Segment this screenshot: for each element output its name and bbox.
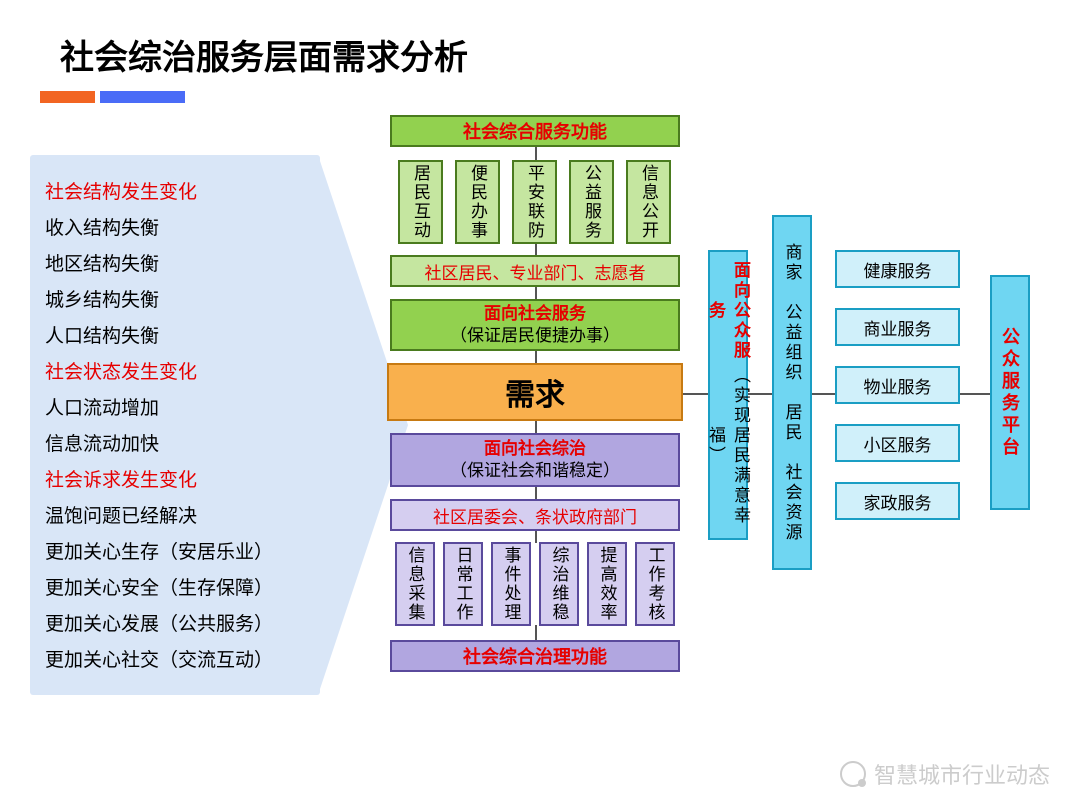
connector <box>535 287 537 299</box>
mid-top-l1: 面向社会服务 <box>484 303 586 325</box>
left-item: 更加关心生存（安居乐业） <box>45 535 273 571</box>
bot-sub: 日常工作 <box>443 542 483 626</box>
left-item: 地区结构失衡 <box>45 247 273 283</box>
left-item: 信息流动加快 <box>45 427 273 463</box>
service-item: 商业服务 <box>835 308 960 346</box>
top-sub: 公益服务 <box>569 160 614 244</box>
top-sub: 平安联防 <box>512 160 557 244</box>
left-item: 社会状态发生变化 <box>45 355 273 391</box>
top-sub: 信息公开 <box>626 160 671 244</box>
bot-sub: 提高效率 <box>587 542 627 626</box>
bot-row: 社区居委会、条状政府部门 <box>390 499 680 531</box>
connector <box>810 393 835 395</box>
connector <box>535 531 537 543</box>
watermark-text: 智慧城市行业动态 <box>874 758 1050 790</box>
left-item: 更加关心发展（公共服务） <box>45 607 273 643</box>
bot-sub: 工作考核 <box>635 542 675 626</box>
mid-bot-l2: （保证社会和谐稳定） <box>450 460 620 482</box>
top-sub: 居民互动 <box>398 160 443 244</box>
left-item: 温饱问题已经解决 <box>45 499 273 535</box>
top-row: 社区居民、专业部门、志愿者 <box>390 255 680 287</box>
right-col1: 面向公众服务 （实现居民满意幸福） <box>708 250 748 540</box>
service-item: 小区服务 <box>835 424 960 462</box>
connector <box>535 351 537 363</box>
bot-sub: 信息采集 <box>395 542 435 626</box>
watermark: 智慧城市行业动态 <box>840 758 1050 790</box>
left-item: 更加关心安全（生存保障） <box>45 571 273 607</box>
top-title: 社会综合服务功能 <box>390 115 680 147</box>
right-col1-l1: 面向公众服务 <box>703 260 753 361</box>
mid-top-l2: （保证居民便捷办事） <box>450 325 620 347</box>
mid-bot: 面向社会综治 （保证社会和谐稳定） <box>390 433 680 487</box>
connector <box>535 625 537 640</box>
right-col2-t: 商家 公益组织 居民 社会资源 <box>780 243 805 543</box>
left-item: 城乡结构失衡 <box>45 283 273 319</box>
left-item: 更加关心社交（交流互动） <box>45 643 273 679</box>
left-item: 社会结构发生变化 <box>45 175 273 211</box>
bot-sub: 综治维稳 <box>539 542 579 626</box>
platform: 公众服务平台 <box>990 275 1030 510</box>
service-item: 健康服务 <box>835 250 960 288</box>
top-sub: 便民办事 <box>455 160 500 244</box>
connector <box>535 421 537 433</box>
left-item: 社会诉求发生变化 <box>45 463 273 499</box>
connector <box>535 243 537 255</box>
wechat-icon <box>840 761 866 787</box>
connector <box>535 145 537 160</box>
left-item: 收入结构失衡 <box>45 211 273 247</box>
left-item: 人口流动增加 <box>45 391 273 427</box>
bot-sub: 事件处理 <box>491 542 531 626</box>
left-list: 社会结构发生变化收入结构失衡地区结构失衡城乡结构失衡人口结构失衡社会状态发生变化… <box>45 175 273 679</box>
service-item: 家政服务 <box>835 482 960 520</box>
mid-bot-l1: 面向社会综治 <box>484 438 586 460</box>
accent-bars <box>40 90 185 108</box>
left-item: 人口结构失衡 <box>45 319 273 355</box>
page-title: 社会综治服务层面需求分析 <box>60 30 468 79</box>
center-box: 需求 <box>387 363 683 421</box>
connector <box>960 393 990 395</box>
connector <box>535 487 537 499</box>
service-item: 物业服务 <box>835 366 960 404</box>
right-col1-l2: （实现居民满意幸福） <box>703 361 753 530</box>
right-col2: 商家 公益组织 居民 社会资源 <box>772 215 812 570</box>
bot-title: 社会综合治理功能 <box>390 640 680 672</box>
mid-top: 面向社会服务 （保证居民便捷办事） <box>390 299 680 351</box>
